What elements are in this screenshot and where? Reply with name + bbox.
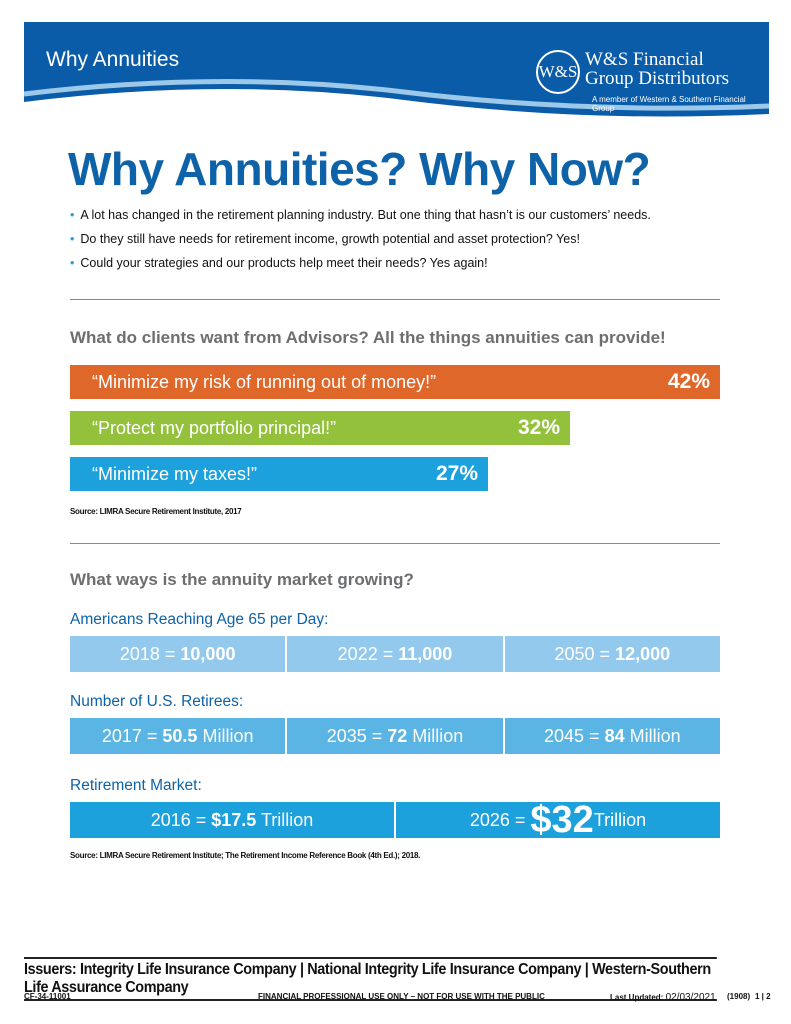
header-banner: Why Annuities W&S W&S Financial Group Dis… bbox=[24, 22, 769, 126]
stat-cell: 2017 = 50.5 Million bbox=[70, 718, 286, 754]
company-tagline: A member of Western & Southern Financial… bbox=[592, 95, 746, 113]
page-title: Why Annuities? Why Now? bbox=[68, 143, 651, 195]
survey-bar: “Minimize my risk of running out of mone… bbox=[70, 365, 720, 399]
stat-cell: 2045 = 84 Million bbox=[504, 718, 720, 754]
clients-heading: What do clients want from Advisors? All … bbox=[70, 328, 666, 347]
version: (1908) bbox=[727, 992, 751, 1001]
survey-bar: “Minimize my taxes!” 27% bbox=[70, 457, 488, 491]
issuers-line: Issuers: Integrity Life Insurance Compan… bbox=[24, 957, 717, 1001]
stat-cell: 2016 = $17.5 Trillion bbox=[70, 802, 394, 838]
age65-title: Americans Reaching Age 65 per Day: bbox=[70, 611, 329, 628]
retirement-title: Retirement Market: bbox=[70, 777, 202, 794]
usage-notice: FINANCIAL PROFESSIONAL USE ONLY – NOT FO… bbox=[258, 992, 545, 1001]
retirees-row: 2017 = 50.5 Million 2035 = 72 Million 20… bbox=[70, 718, 720, 754]
last-updated: Last Updated: 02/03/2021 bbox=[610, 992, 716, 1003]
wave-graphic bbox=[24, 79, 769, 126]
page-number: 1 | 2 bbox=[755, 992, 771, 1001]
divider bbox=[70, 299, 720, 300]
company-name: W&S Financial Group Distributors bbox=[585, 49, 730, 89]
stat-cell: 2018 = 10,000 bbox=[70, 636, 286, 672]
retirement-row: 2016 = $17.5 Trillion 2026 = $32 Trillion bbox=[70, 801, 720, 839]
bullet-item: • Could your strategies and our products … bbox=[70, 256, 488, 270]
bullet-item: • Do they still have needs for retirement… bbox=[70, 232, 580, 246]
source-note: Source: LIMRA Secure Retirement Institut… bbox=[70, 507, 242, 516]
market-heading: What ways is the annuity market growing? bbox=[70, 570, 414, 589]
stat-cell: 2026 = $32 Trillion bbox=[396, 801, 720, 839]
stat-cell: 2050 = 12,000 bbox=[504, 636, 720, 672]
stat-cell: 2035 = 72 Million bbox=[287, 718, 503, 754]
age65-row: 2018 = 10,000 2022 = 11,000 2050 = 12,00… bbox=[70, 636, 720, 672]
bullet-item: • A lot has changed in the retirement pla… bbox=[70, 208, 651, 222]
retirees-title: Number of U.S. Retirees: bbox=[70, 693, 244, 710]
section-label: Why Annuities bbox=[46, 48, 180, 71]
stat-cell: 2022 = 11,000 bbox=[287, 636, 503, 672]
survey-bar: “Protect my portfolio principal!” 32% bbox=[70, 411, 570, 445]
ws-logo-icon: W&S bbox=[536, 50, 580, 94]
form-code: CF-34-11001 bbox=[24, 992, 71, 1001]
divider bbox=[70, 543, 720, 544]
source-note: Source: LIMRA Secure Retirement Institut… bbox=[70, 851, 421, 860]
